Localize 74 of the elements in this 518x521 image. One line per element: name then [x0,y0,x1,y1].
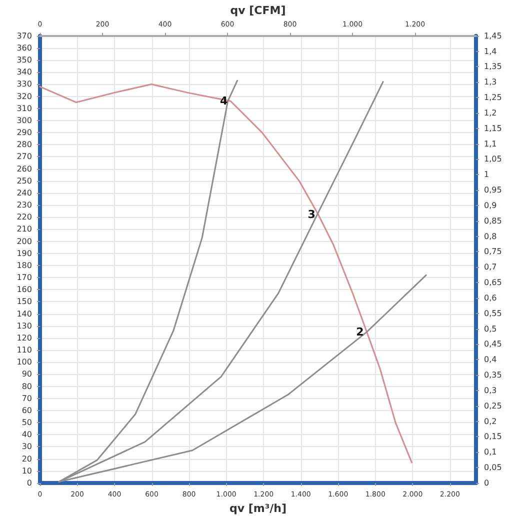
y-tick-label: 170 [16,273,32,282]
y-tick-label: 220 [16,212,32,222]
y-tick-label: 20 [22,454,32,464]
y-tick-label: 160 [16,285,32,294]
y-tick-label: 260 [16,164,32,174]
y-tick-label: 150 [16,297,32,306]
y-tick-label: 120 [16,333,32,342]
y-tick-label: 90 [22,370,32,379]
y-tick-label: 130 [16,321,32,330]
y2-tick-label: 0,95 [484,186,502,195]
y-tick-label: 340 [16,68,32,77]
y2-tick-label: 1,25 [484,93,502,102]
y2-tick-label: 1,1 [484,139,497,148]
y2-tick-label: 0,45 [484,340,502,349]
y-tick-label: 80 [22,382,32,391]
y-tick-label: 30 [22,442,32,452]
y2-tick-label: 1,15 [484,124,502,133]
y-tick-label: 250 [16,176,32,186]
y-tick-label: 0 [26,478,32,488]
x-axis-title: qv [m³/h] [229,502,287,515]
y2-tick-label: 1,35 [484,62,502,72]
y2-tick-label: 0,05 [484,463,502,472]
y2-tick-label: 0,9 [484,200,497,210]
y-tick-label: 240 [16,188,32,198]
line-series [39,83,412,464]
y-tick-label: 10 [22,466,32,476]
y-tick-label: 280 [16,140,32,150]
y2-tick-label: 0,5 [484,324,497,334]
y2-tick-label: 1,45 [484,31,502,40]
y-tick-label: 200 [16,236,32,246]
y-tick-label: 100 [16,358,32,367]
y-tick-label: 180 [16,260,32,270]
y2-tick-label: 0,15 [484,432,502,442]
y2-tick-label: 0,2 [484,416,497,426]
y-tick-label: 190 [16,248,32,258]
y2-tick-label: 0,7 [484,262,497,272]
y-tick-label: 50 [22,418,32,428]
annotation: 3 [308,208,316,222]
y-tick-label: 330 [16,80,32,89]
y2-tick-label: 0,6 [484,293,497,302]
y-tick-label: 140 [16,309,32,318]
y-tick-label: 320 [16,92,32,101]
y2-tick-label: 0,75 [484,247,502,256]
y2-tick-label: 0 [484,478,490,488]
y-tick-label: 300 [16,116,32,125]
y2-tick-label: 1,2 [484,108,497,118]
y2-tick-label: 1,3 [484,78,497,87]
y-tick-label: 290 [16,128,32,138]
y-tick-label: 360 [16,43,32,52]
y2-tick-label: 1,05 [484,154,502,164]
y-tick-label: 210 [16,224,32,234]
y-tick-label: 350 [16,56,32,65]
annotation: 4 [220,94,228,108]
y2-tick-label: 0,65 [484,278,502,288]
y-tick-label: 230 [16,200,32,210]
y2-tick-label: 1 [484,170,490,180]
y2-tick-label: 1,4 [484,46,497,56]
y-tick-label: 110 [16,346,32,355]
y2-tick-label: 0,8 [484,232,497,241]
y2-tick-label: 0,55 [484,308,502,318]
y-tick-label: 270 [16,152,32,162]
y-tick-label: 70 [22,394,32,403]
x2-axis-title: qv [CFM] [230,4,286,17]
y2-tick-label: 0,25 [484,401,502,410]
y2-tick-label: 0,4 [484,355,497,364]
y-tick-label: 370 [16,31,32,40]
y2-tick-label: 0,85 [484,216,502,226]
y2-tick-label: 0,35 [484,370,502,380]
y-tick-label: 60 [22,406,32,415]
y-tick-label: 310 [16,104,32,113]
annotation: 2 [356,325,364,338]
y-tick-label: 40 [22,430,32,440]
y2-tick-label: 0,1 [484,448,497,457]
y2-tick-label: 0,3 [484,386,497,395]
